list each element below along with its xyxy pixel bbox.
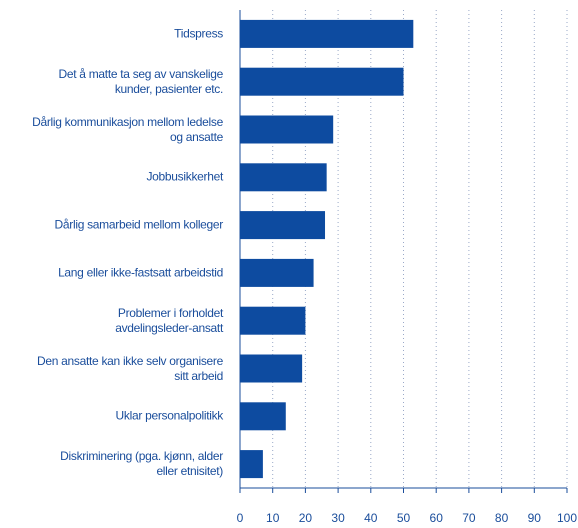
- category-label: Det å matte ta seg av vanskelige kunder,…: [58, 66, 224, 96]
- x-tick-label: 0: [237, 511, 244, 525]
- bar: [240, 115, 334, 144]
- category-label: Uklar personalpolitikk: [115, 408, 224, 423]
- bar: [240, 163, 327, 192]
- category-label: Diskriminering (pga. kjønn, alder eller …: [60, 449, 223, 479]
- category-label: Problemer i forholdet avdelingsleder-ans…: [115, 305, 223, 335]
- bar: [240, 354, 303, 383]
- x-tick-label: 40: [364, 511, 378, 525]
- bar: [240, 19, 414, 48]
- x-tick-label: 60: [430, 511, 444, 525]
- bar: [240, 67, 404, 96]
- bar: [240, 211, 326, 240]
- category-label: Dårlig kommunikasjon mellom ledelse og a…: [32, 114, 223, 144]
- category-label: Jobbusikkerhet: [146, 169, 223, 184]
- bar: [240, 450, 263, 479]
- x-tick-label: 20: [299, 511, 313, 525]
- x-tick-label: 30: [331, 511, 345, 525]
- x-tick-label: 90: [528, 511, 542, 525]
- bar: [240, 306, 306, 335]
- category-label: Den ansatte kan ikke selv organisere sit…: [37, 353, 223, 383]
- x-tick-label: 100: [557, 511, 577, 525]
- bar: [240, 258, 314, 287]
- x-tick-label: 70: [462, 511, 476, 525]
- category-label: Lang eller ikke-fastsatt arbeidstid: [58, 265, 223, 280]
- bar: [240, 402, 286, 431]
- x-tick-label: 50: [397, 511, 411, 525]
- category-label: Dårlig samarbeid mellom kolleger: [54, 217, 224, 232]
- category-label: Tidspress: [174, 26, 223, 41]
- x-tick-label: 10: [266, 511, 280, 525]
- x-tick-label: 80: [495, 511, 509, 525]
